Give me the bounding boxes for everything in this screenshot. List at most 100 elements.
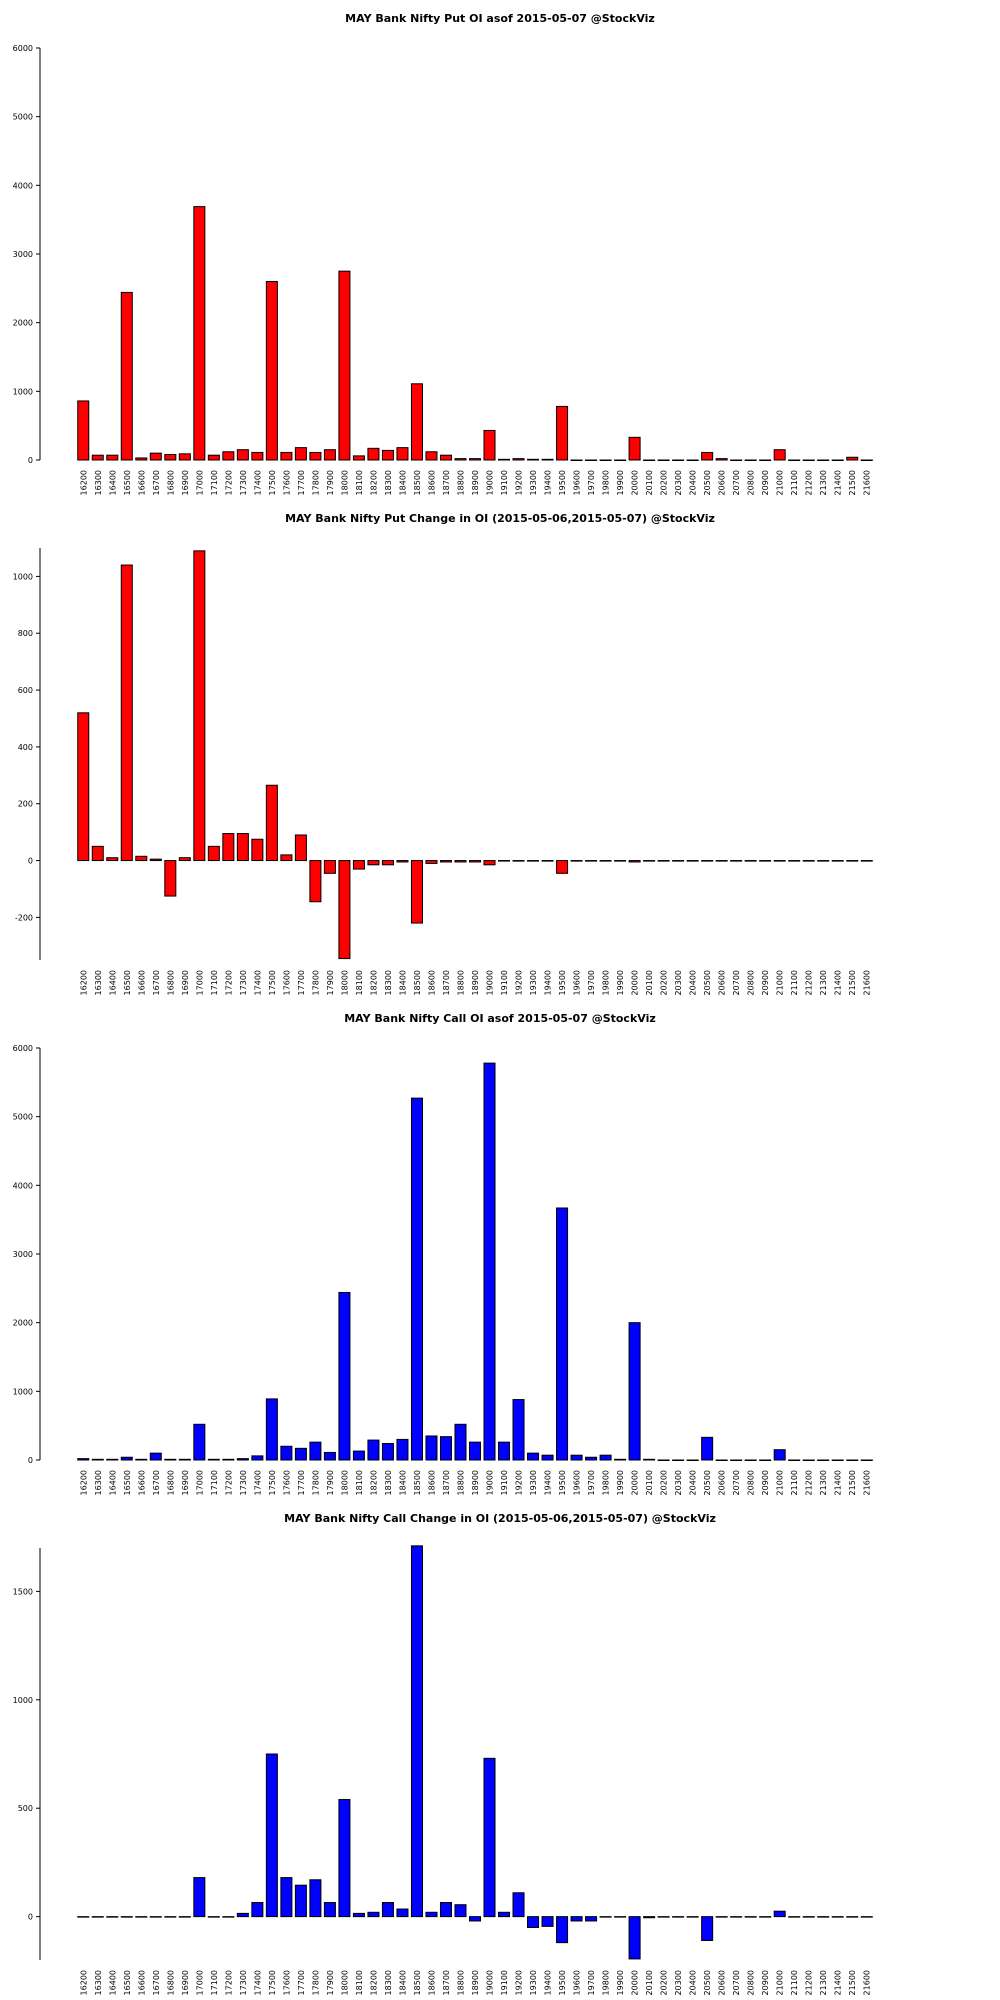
bar xyxy=(280,451,293,461)
bar xyxy=(744,860,757,862)
y-tick-label: 1000 xyxy=(13,1387,33,1396)
x-tick-label: 17300 xyxy=(239,1470,248,1495)
bar xyxy=(352,455,365,461)
bar xyxy=(846,1916,859,1918)
x-tick-label: 16400 xyxy=(108,1470,117,1495)
bar xyxy=(657,860,670,862)
x-tick-label: 19100 xyxy=(500,1970,509,1995)
bar xyxy=(773,1910,786,1918)
bar xyxy=(643,459,656,461)
x-tick-label: 21200 xyxy=(805,1470,814,1495)
bar xyxy=(512,458,525,461)
y-tick-label: -200 xyxy=(15,913,33,922)
bar xyxy=(338,270,351,461)
x-tick-label: 18400 xyxy=(398,1470,407,1495)
bar xyxy=(381,1443,394,1461)
x-tick-label: 17500 xyxy=(268,1970,277,1995)
x-tick-label: 20800 xyxy=(747,470,756,495)
x-tick-label: 21400 xyxy=(834,1970,843,1995)
bar xyxy=(91,845,104,862)
x-tick-label: 21600 xyxy=(863,970,872,995)
bar xyxy=(106,1458,119,1461)
x-tick-label: 16300 xyxy=(94,1470,103,1495)
x-tick-label: 17900 xyxy=(326,1970,335,1995)
bar xyxy=(614,860,627,862)
x-tick-label: 18700 xyxy=(442,470,451,495)
x-tick-label: 20700 xyxy=(732,1470,741,1495)
bar xyxy=(280,1445,293,1461)
x-tick-label: 20800 xyxy=(747,970,756,995)
x-tick-label: 19000 xyxy=(486,1970,495,1995)
bar xyxy=(164,860,177,897)
bar xyxy=(280,1877,293,1918)
y-tick-label: 6000 xyxy=(13,1044,33,1053)
bar xyxy=(164,1916,177,1918)
bar xyxy=(294,1884,307,1918)
x-tick-label: 20200 xyxy=(660,970,669,995)
x-tick-label: 18200 xyxy=(369,470,378,495)
x-tick-label: 18000 xyxy=(340,470,349,495)
bar xyxy=(222,1458,235,1461)
x-tick-label: 19300 xyxy=(529,1470,538,1495)
bar xyxy=(352,1912,365,1918)
x-tick-label: 17400 xyxy=(253,1470,262,1495)
bar xyxy=(802,459,815,461)
bar xyxy=(483,429,496,461)
bar xyxy=(512,1892,525,1918)
bar xyxy=(294,447,307,461)
x-tick-label: 16500 xyxy=(123,1970,132,1995)
x-tick-label: 18700 xyxy=(442,1470,451,1495)
y-tick-label: 4000 xyxy=(13,181,33,190)
bar xyxy=(236,449,249,461)
x-tick-label: 16700 xyxy=(152,1470,161,1495)
bar xyxy=(396,447,409,461)
bar xyxy=(860,459,873,461)
x-tick-label: 20100 xyxy=(645,970,654,995)
bar xyxy=(439,1436,452,1461)
x-tick-label: 16400 xyxy=(108,470,117,495)
bar xyxy=(207,845,220,862)
bar xyxy=(135,457,148,461)
y-tick-label: 4000 xyxy=(13,1181,33,1190)
bar xyxy=(556,1916,569,1944)
x-tick-label: 17800 xyxy=(311,1470,320,1495)
x-tick-label: 17100 xyxy=(210,470,219,495)
x-tick-label: 17500 xyxy=(268,970,277,995)
x-tick-label: 17200 xyxy=(224,970,233,995)
bar xyxy=(222,1916,235,1918)
x-tick-label: 18100 xyxy=(355,470,364,495)
x-tick-label: 16300 xyxy=(94,470,103,495)
bar xyxy=(643,1458,656,1461)
x-tick-label: 18500 xyxy=(413,970,422,995)
bar xyxy=(759,860,772,862)
x-tick-label: 19300 xyxy=(529,1970,538,1995)
y-tick-label: 6000 xyxy=(13,44,33,53)
bar xyxy=(468,1441,482,1461)
y-tick-label: 600 xyxy=(18,686,33,695)
bar xyxy=(788,459,801,461)
x-tick-label: 18000 xyxy=(340,970,349,995)
bar xyxy=(759,1916,772,1918)
bar xyxy=(730,860,743,862)
x-tick-label: 17700 xyxy=(297,970,306,995)
x-tick-label: 18500 xyxy=(413,1470,422,1495)
bar xyxy=(323,1451,336,1461)
x-tick-label: 20600 xyxy=(718,470,727,495)
x-tick-label: 20300 xyxy=(674,1470,683,1495)
x-tick-label: 17000 xyxy=(195,1970,204,1995)
bar xyxy=(120,1916,133,1918)
x-tick-label: 16600 xyxy=(137,1470,146,1495)
x-tick-label: 16400 xyxy=(108,970,117,995)
x-tick-label: 17600 xyxy=(282,470,291,495)
x-tick-label: 20300 xyxy=(674,970,683,995)
bar xyxy=(541,860,554,862)
y-tick-label: 1000 xyxy=(13,572,33,581)
x-tick-label: 17600 xyxy=(282,1970,291,1995)
x-tick-label: 19100 xyxy=(500,970,509,995)
bar xyxy=(788,1459,801,1461)
bar xyxy=(498,458,511,461)
bar xyxy=(730,1916,743,1918)
bar xyxy=(454,1423,467,1461)
bar xyxy=(135,1916,148,1918)
